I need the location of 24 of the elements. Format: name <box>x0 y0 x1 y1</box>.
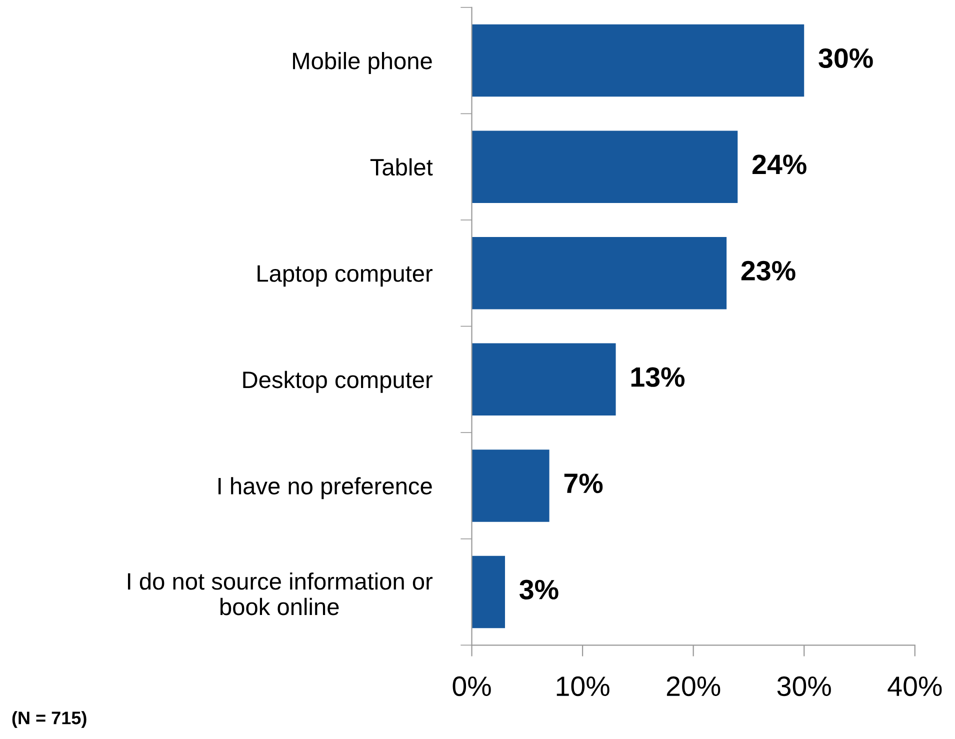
bar <box>472 236 727 310</box>
data-label: 24% <box>752 154 806 174</box>
data-label: 23% <box>741 260 796 281</box>
bar <box>472 24 804 97</box>
y-tick-label: Mobile phone <box>293 52 432 74</box>
y-tick-label: Tablet <box>370 158 433 176</box>
data-label: 30% <box>818 48 873 68</box>
x-tick-label: 0% <box>452 676 491 696</box>
x-tick-label: 30% <box>777 676 831 696</box>
y-tick-label: I do not source information or book online <box>128 572 433 616</box>
bar <box>472 130 738 203</box>
data-label: 13% <box>631 367 685 387</box>
data-label: 7% <box>564 474 603 494</box>
x-tick-label: 40% <box>888 676 942 696</box>
bar <box>472 556 506 628</box>
bar <box>472 343 616 416</box>
y-tick-label: Laptop computer <box>258 265 433 287</box>
y-tick-label: Desktop computer <box>243 370 432 393</box>
text: (N = 715) <box>12 711 86 728</box>
bar <box>472 450 550 522</box>
y-tick-label: I have no preference <box>218 477 432 500</box>
x-tick-label: 20% <box>666 676 720 696</box>
x-tick-label: 10% <box>556 676 610 696</box>
data-label: 3% <box>520 580 558 600</box>
